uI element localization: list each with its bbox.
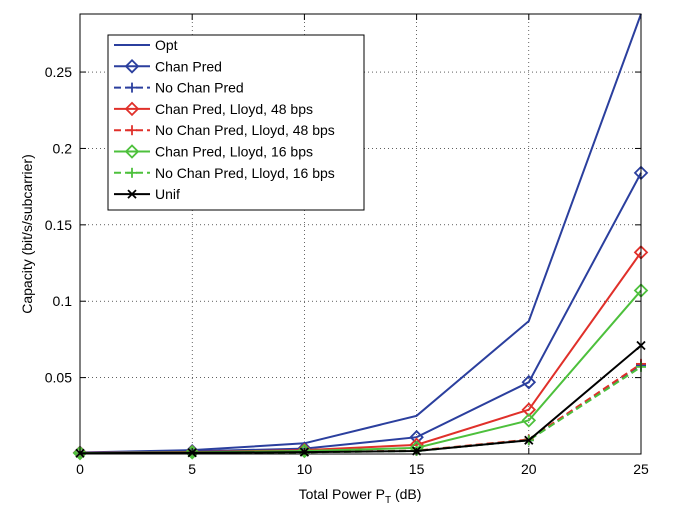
data-point-diamond (72, 445, 88, 461)
y-tick-label: 0.2 (53, 140, 73, 156)
x-tick-label: 5 (188, 461, 196, 477)
x-stroke-2 (127, 189, 137, 199)
legend-entry: No Chan Pred, Lloyd, 48 bps (114, 122, 335, 138)
legend-label: Unif (155, 186, 180, 202)
legend-entry: Chan Pred, Lloyd, 48 bps (114, 101, 313, 117)
data-point-diamond (184, 445, 200, 460)
x-stroke-2 (524, 435, 534, 445)
x-tick-label: 0 (76, 461, 84, 477)
x-axis-label-subscript: T (385, 495, 391, 506)
legend-entry: No Chan Pred, Lloyd, 16 bps (114, 165, 335, 181)
legend: Opt Chan Pred No Chan Pred Chan Pred, Lloyd… (107, 34, 365, 211)
legend-entry: Unif (114, 186, 180, 202)
legend-label: Opt (155, 37, 178, 53)
data-point-plus (127, 82, 137, 93)
y-tick-label: 0.05 (45, 370, 72, 386)
x-tick-label: 20 (521, 461, 537, 477)
x-tick-label: 15 (409, 461, 425, 477)
legend-entry: Chan Pred, Lloyd, 16 bps (114, 144, 313, 160)
ticks (79, 14, 642, 454)
series-line (79, 344, 642, 455)
x-tick-labels: 0 5 10 15 20 25 (76, 461, 649, 477)
legend-label: No Chan Pred, Lloyd, 16 bps (155, 165, 335, 181)
x-tick-label: 10 (297, 461, 313, 477)
y-axis-label: Capacity (bit/s/subcarrier) (19, 154, 35, 314)
legend-box (107, 34, 365, 211)
y-tick-label: 0.1 (53, 293, 73, 309)
data-point-x (524, 435, 534, 445)
x-axis-label-main: Total Power P (299, 486, 385, 502)
data-point-diamond (521, 413, 537, 428)
x-tick-label: 25 (633, 461, 649, 477)
y-tick-label: 0.15 (45, 217, 72, 233)
y-tick-labels: 0.05 0.1 0.15 0.2 0.25 (45, 64, 72, 386)
data-point-diamond (521, 374, 537, 390)
data-point-diamond (124, 59, 140, 74)
data-point-diamond (521, 402, 537, 417)
plot-frame (79, 13, 642, 455)
legend-label: Chan Pred, Lloyd, 48 bps (155, 101, 313, 117)
legend-label: No Chan Pred, Lloyd, 48 bps (155, 122, 335, 138)
data-point-diamond (409, 429, 424, 445)
legend-label: Chan Pred (155, 58, 222, 74)
legend-entry: No Chan Pred (114, 80, 244, 96)
data-point-x (127, 189, 137, 199)
x-axis-label-suffix: (dB) (391, 486, 421, 502)
data-point-plus (127, 125, 137, 136)
x-axis-label: Total Power PT (dB) (299, 486, 422, 506)
legend-label: Chan Pred, Lloyd, 16 bps (155, 144, 313, 160)
data-point-diamond (124, 101, 140, 117)
legend-entry: Chan Pred (114, 58, 222, 74)
data-point-plus (127, 167, 137, 178)
legend-label: No Chan Pred (155, 80, 244, 96)
legend-entry: Opt (114, 37, 178, 53)
y-tick-label: 0.25 (45, 64, 72, 80)
data-point-diamond (124, 144, 140, 159)
